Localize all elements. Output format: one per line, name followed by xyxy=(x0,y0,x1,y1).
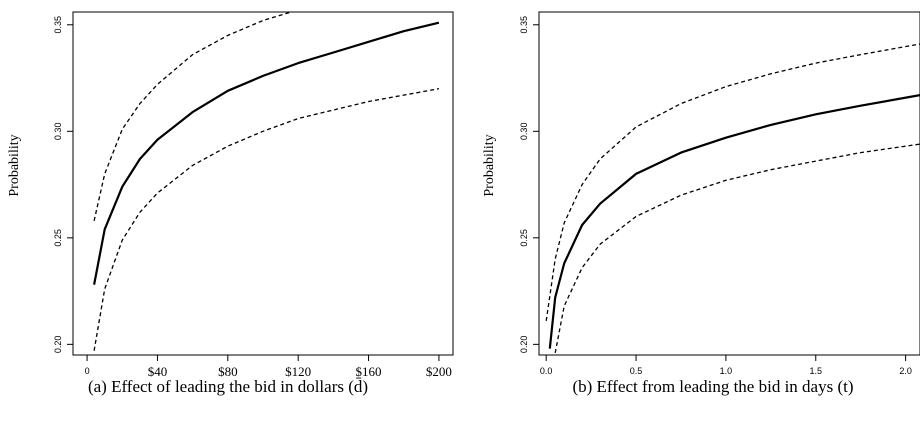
x-tick-label: $40 xyxy=(148,364,168,379)
x-tick-label: 0.5 xyxy=(630,366,643,376)
estimate-line xyxy=(93,21,440,285)
x-tick-label: 1.5 xyxy=(810,366,823,376)
confidence-band-line xyxy=(554,143,920,354)
caption: (b) Effect from leading the bid in days … xyxy=(572,377,853,396)
x-tick-label: 2.0 xyxy=(899,366,912,376)
x-tick-label: 0 xyxy=(85,366,90,376)
confidence-band-line xyxy=(93,12,292,221)
confidence-band-line xyxy=(545,43,920,321)
estimate-line xyxy=(548,94,920,349)
y-axis-label: Probability xyxy=(482,134,497,196)
y-tick-label: 0.30 xyxy=(53,123,63,141)
plot-frame xyxy=(538,11,920,356)
confidence-band-line xyxy=(93,88,440,351)
x-tick-label: $160 xyxy=(356,364,382,379)
y-tick-label: 0.20 xyxy=(519,336,529,354)
y-tick-label: 0.35 xyxy=(53,16,63,34)
y-tick-label: 0.30 xyxy=(519,123,529,141)
panel-b: 0.0 0.5 1.0 1.5 2.0 0.20 0.25 0.30 0.35 Probabili… xyxy=(482,11,920,396)
y-tick-label: 0.35 xyxy=(519,16,529,34)
data-lines xyxy=(93,12,440,351)
y-tick-label: 0.25 xyxy=(519,229,529,247)
x-tick-label: $120 xyxy=(285,364,311,379)
y-axis-label: Probability xyxy=(7,134,22,196)
x-tick-label: $200 xyxy=(426,364,452,379)
data-lines xyxy=(545,43,920,354)
x-tick-label: 1.0 xyxy=(720,366,733,376)
panel-a: 0 $40 $80 $120 $160 $200 0.20 0.25 0.30 0.35 Proba… xyxy=(7,11,454,396)
plot-frame xyxy=(72,11,454,356)
x-tick-label: 0.0 xyxy=(540,366,553,376)
x-tick-label: $80 xyxy=(218,364,238,379)
y-tick-label: 0.20 xyxy=(53,336,63,354)
caption: (a) Effect of leading the bid in dollars… xyxy=(88,377,368,396)
y-tick-label: 0.25 xyxy=(53,229,63,247)
